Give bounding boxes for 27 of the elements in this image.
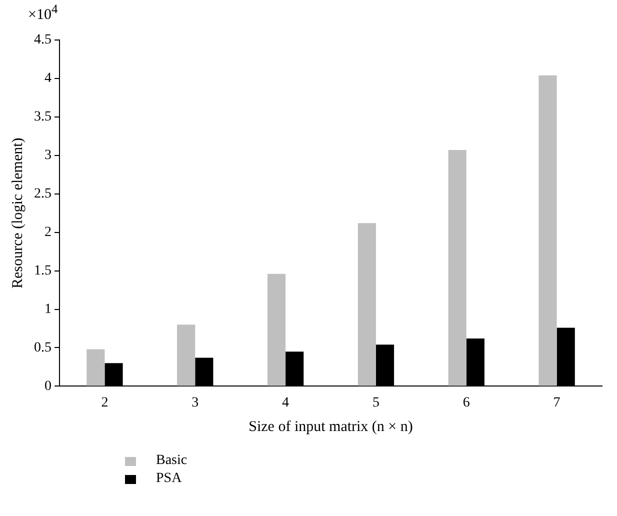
text: ×10$^{4}$ <box>28 2 58 24</box>
y-tick-label: 0 <box>44 378 52 394</box>
y-tick-label: 0.5 <box>34 340 52 356</box>
bar <box>358 223 376 386</box>
x-tick-label: 2 <box>101 395 108 410</box>
y-tick-label: 2 <box>44 225 52 240</box>
bar <box>538 75 557 386</box>
x-axis-title: Size of input matrix (n × n) <box>248 418 413 435</box>
x-tick-label: 4 <box>282 395 290 410</box>
x-tick-label: 5 <box>372 395 380 410</box>
y-tick-label: 3 <box>44 148 52 164</box>
legend-label: Basic <box>156 453 188 469</box>
x-tick-label: 6 <box>462 395 470 410</box>
y-tick-label: 4 <box>44 71 52 86</box>
bar <box>267 274 286 386</box>
y-tick-label: 4.5 <box>34 32 52 48</box>
bar <box>448 150 466 386</box>
bar <box>86 349 105 386</box>
legend-label: PSA <box>156 471 182 487</box>
x-tick-label: 7 <box>553 395 560 410</box>
y-tick-label: 1 <box>44 302 52 317</box>
y-tick-label: 3.5 <box>34 110 52 125</box>
y-tick-label: 2.5 <box>34 186 52 202</box>
bar <box>177 324 196 386</box>
y-axis-title: Resource (logic element) <box>10 138 26 288</box>
y-tick-label: 1.5 <box>34 263 52 278</box>
x-tick-label: 3 <box>192 395 199 410</box>
